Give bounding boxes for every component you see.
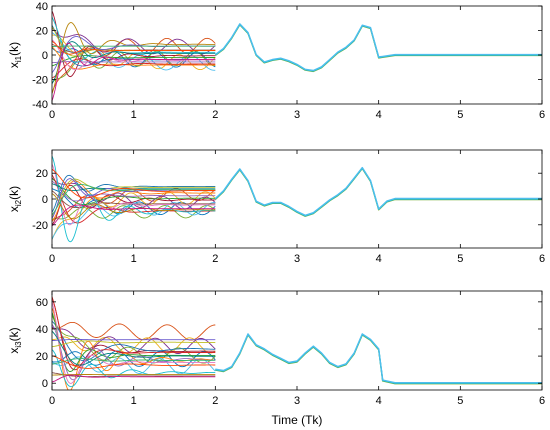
x-tick-label: 0	[49, 253, 55, 265]
x-tick-label: 1	[131, 253, 137, 265]
y-label-sub: i1	[14, 55, 23, 62]
consensus-series-1	[214, 24, 542, 73]
y-label-tail: (k)	[7, 327, 21, 341]
transient-series-21	[52, 184, 216, 216]
y-label-sub: i3	[14, 341, 23, 348]
y-tick-label: 0	[42, 194, 48, 206]
transient-series-10	[52, 178, 216, 205]
x-tick-label: 6	[539, 395, 545, 407]
transient-series-14	[52, 39, 216, 70]
consensus-series-1	[215, 334, 542, 385]
consensus-series-2	[214, 23, 542, 72]
transient-series-22	[52, 40, 216, 55]
series-group	[52, 296, 542, 390]
x-tick-label: 4	[376, 253, 382, 265]
transient-series-17	[52, 330, 216, 366]
y-label-tail: (k)	[7, 186, 21, 200]
consensus-series-3	[214, 23, 542, 72]
transient-series-15	[52, 16, 216, 63]
transient-series-11	[52, 174, 216, 224]
x-tick-label: 4	[376, 395, 382, 407]
y-tick-label: -20	[32, 75, 48, 87]
x-tick-label: 6	[539, 109, 545, 121]
y-axis-label: xi2(k)	[7, 186, 23, 212]
x-tick-label: 4	[376, 109, 382, 121]
transient-series-17	[52, 41, 216, 85]
transient-series-18	[52, 374, 216, 376]
transient-series-20	[52, 204, 216, 227]
y-tick-label: -40	[32, 99, 48, 111]
transient-series-14	[52, 301, 216, 384]
transient-series-9	[52, 46, 216, 70]
y-tick-label: 20	[36, 351, 48, 363]
transient-series-14	[52, 164, 216, 226]
x-tick-label: 2	[212, 395, 218, 407]
transient-series-21	[52, 358, 216, 365]
subplot-2: 0 1 2 3 4 5 6 -20 0 20 xi2(k)	[7, 149, 545, 265]
transient-series-6	[52, 356, 216, 375]
y-tick-label: -20	[32, 220, 48, 232]
transient-series-19	[52, 339, 216, 342]
y-label-main: x	[7, 206, 21, 212]
x-tick-label: 3	[294, 253, 300, 265]
y-tick-label: 20	[36, 168, 48, 180]
subplot-1: 0 1 2 3 4 5 6 -40 -20 0 20 40 xi1(k)	[7, 1, 545, 121]
consensus-series-3	[214, 166, 542, 216]
y-label-main: x	[7, 348, 21, 354]
transient-series-7	[52, 184, 216, 225]
transient-series-13	[52, 372, 216, 378]
y-tick-label: 20	[36, 26, 48, 38]
transient-series-12	[52, 180, 216, 202]
transient-series-16	[52, 178, 216, 218]
y-axis-label: xi3(k)	[7, 327, 23, 353]
y-tick-label: 0	[42, 50, 48, 62]
x-tick-label: 1	[131, 395, 137, 407]
x-tick-label: 5	[457, 395, 463, 407]
x-tick-label: 5	[457, 109, 463, 121]
transient-series-10	[52, 312, 216, 372]
x-tick-label: 0	[49, 109, 55, 121]
x-axis-label: Time (Tk)	[272, 413, 323, 427]
y-label-sub: i2	[14, 199, 23, 206]
transient-series-22	[52, 168, 216, 199]
y-tick-label: 60	[36, 297, 48, 309]
x-tick-label: 3	[294, 109, 300, 121]
x-tick-label: 0	[49, 395, 55, 407]
transient-series-8	[52, 321, 216, 362]
transient-series-16	[52, 340, 216, 348]
series-group	[52, 155, 542, 243]
y-axis-label: xi1(k)	[7, 42, 23, 68]
transient-series-18	[52, 193, 216, 220]
series-group	[52, 10, 542, 101]
transient-series-15	[52, 349, 216, 388]
consensus-series-2	[215, 333, 542, 384]
y-tick-label: 40	[36, 1, 48, 13]
transient-series-20	[52, 374, 216, 383]
transient-series-10	[52, 55, 216, 67]
transient-series-20	[52, 42, 216, 101]
y-label-tail: (k)	[7, 42, 21, 56]
x-tick-label: 6	[539, 253, 545, 265]
consensus-series-3	[215, 333, 542, 384]
y-tick-label: 0	[42, 378, 48, 390]
transient-series-12	[52, 324, 216, 381]
axes-frame	[51, 290, 543, 391]
transient-series-9	[52, 180, 216, 222]
x-tick-label: 5	[457, 253, 463, 265]
x-tick-label: 2	[212, 109, 218, 121]
y-tick-label: 40	[36, 324, 48, 336]
x-tick-label: 3	[294, 395, 300, 407]
transient-series-15	[52, 155, 216, 243]
y-label-main: x	[7, 62, 21, 68]
x-tick-label: 1	[131, 109, 137, 121]
transient-series-22	[52, 355, 216, 369]
x-tick-label: 2	[212, 253, 218, 265]
